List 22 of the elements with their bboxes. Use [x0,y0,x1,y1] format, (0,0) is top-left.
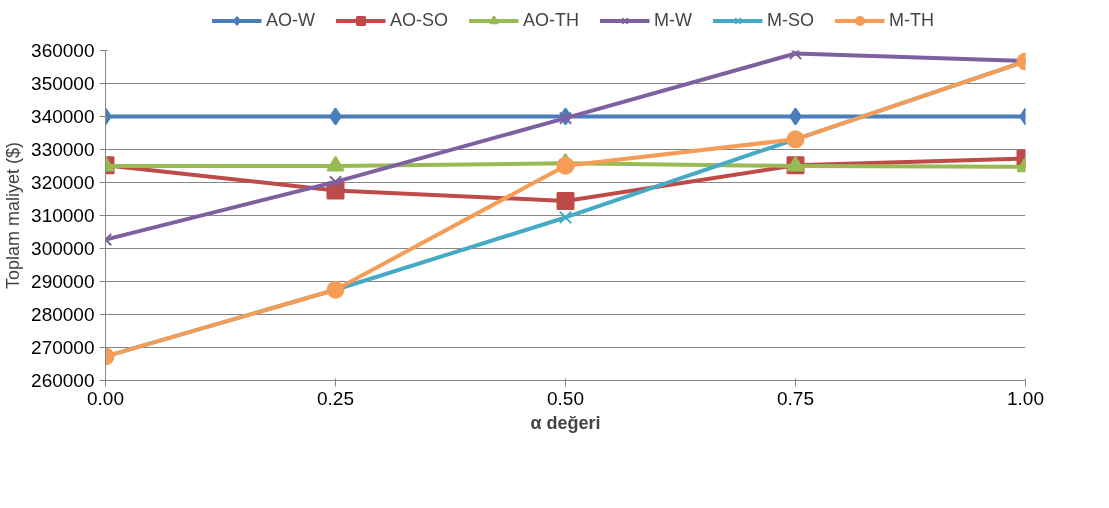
x-tick-label: 0.25 [317,387,354,409]
y-tick-label: 280000 [31,304,95,325]
y-tick-label: 310000 [31,205,95,226]
legend-label: M-TH [889,9,934,31]
y-axis-title: Toplam maliyet ($) [3,141,24,290]
y-tick-label: 320000 [31,172,95,193]
y-tick-label: 290000 [31,271,95,292]
y-tick-label: 270000 [31,337,95,358]
legend-label: AO-TH [523,9,580,31]
y-tick-label: 330000 [31,139,95,160]
y-tick-label: 300000 [31,238,95,259]
x-axis-title: α değeri [530,412,601,433]
legend-label: AO-SO [390,9,449,31]
legend-label: M-W [654,9,693,31]
x-tick-label: 0.50 [547,387,584,409]
y-tick-label: 360000 [31,40,95,61]
y-tick-label: 340000 [31,106,95,127]
legend-label: M-SO [767,9,815,31]
y-tick-label: 350000 [31,73,95,94]
legend-label: AO-W [266,9,316,31]
x-tick-label: 0.75 [777,387,814,409]
x-tick-label: 1.00 [1007,387,1044,409]
